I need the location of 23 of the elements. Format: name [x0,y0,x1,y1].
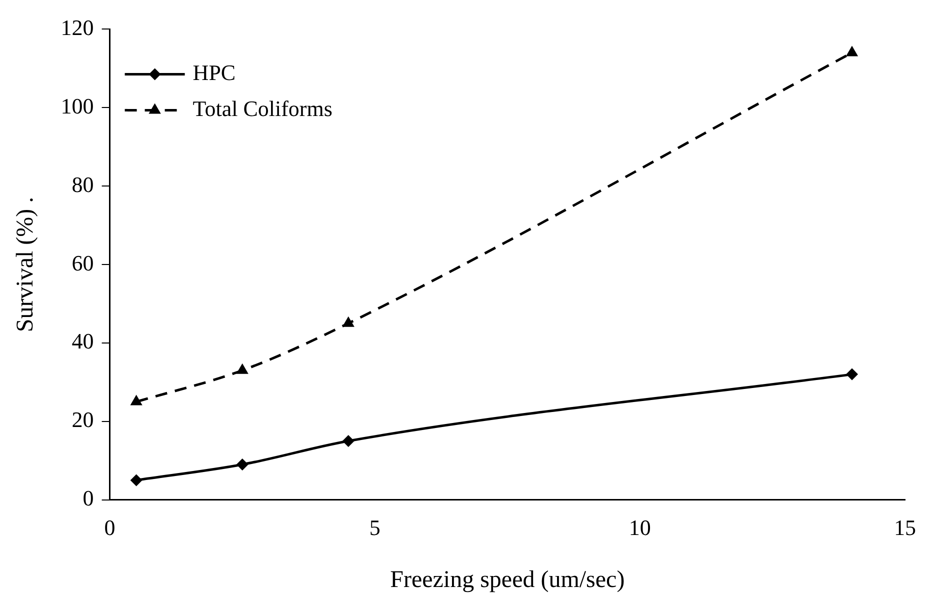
y-tick-label: 0 [82,486,94,511]
point [130,394,142,406]
y-tick-label: 20 [72,407,94,432]
legend-label: HPC [192,60,236,85]
point [236,363,248,374]
legend-label: Total Coliforms [192,96,332,121]
point [236,458,248,471]
point [130,474,142,486]
y-tick-label: 100 [60,93,94,118]
point [342,434,354,447]
point [846,46,858,56]
point [342,316,354,327]
y-axis-title: Survival (%) . [12,196,39,332]
x-tick-label: 5 [369,514,380,540]
y-tick-label: 40 [72,328,94,354]
x-tick-label: 10 [628,514,651,540]
y-tick-label: 120 [60,14,94,40]
point [846,368,858,380]
x-axis-title: Freezing speed (um/sec) [390,566,625,593]
y-tick-label: 60 [72,250,94,276]
x-tick-label: 15 [894,514,916,540]
x-tick-label: 0 [104,514,116,540]
y-tick-label: 80 [72,172,94,197]
